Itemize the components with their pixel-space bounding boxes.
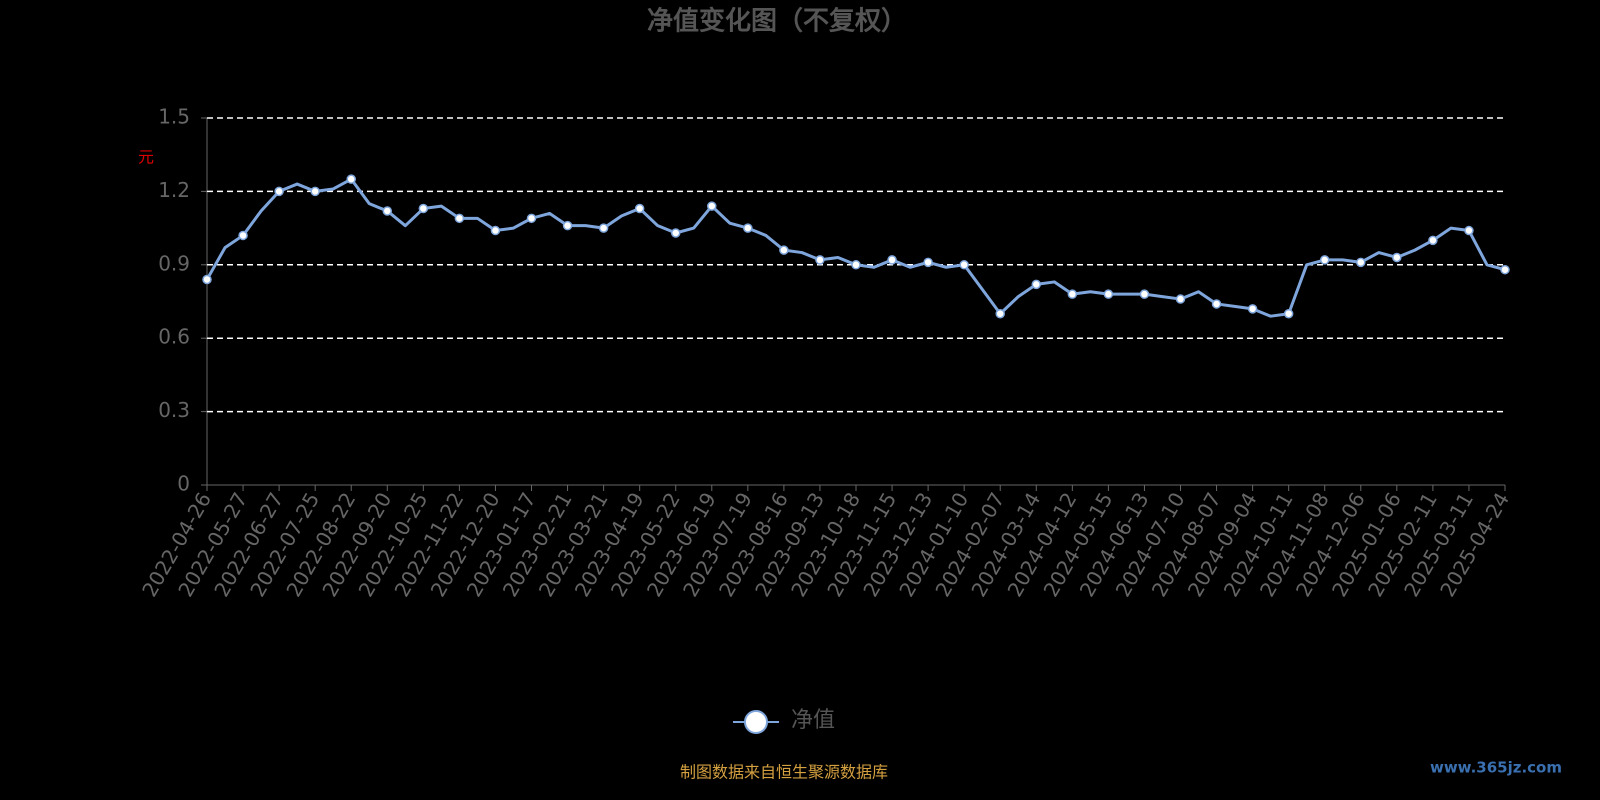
data-point <box>670 228 681 238</box>
data-point <box>1139 289 1150 299</box>
data-point <box>634 203 645 214</box>
data-point <box>490 225 501 236</box>
data-point <box>815 255 825 265</box>
y-tick-label: 0.3 <box>158 398 190 422</box>
data-point <box>418 203 429 214</box>
data-point <box>1392 252 1402 263</box>
data-point <box>743 223 753 233</box>
data-point <box>887 255 897 265</box>
legend-label: 净值 <box>791 708 835 733</box>
chart-title: 净值变化图（不复权） <box>647 6 907 37</box>
y-axis-label: 元 <box>138 148 154 167</box>
data-point <box>1356 257 1366 268</box>
data-point <box>1428 235 1438 246</box>
data-point <box>1283 308 1294 319</box>
data-point <box>779 245 789 255</box>
data-point <box>707 201 717 211</box>
data-point <box>1500 264 1510 275</box>
data-point <box>851 260 861 270</box>
data-point <box>1211 299 1222 309</box>
data-point <box>238 230 248 241</box>
data-point <box>454 213 465 224</box>
data-point <box>1067 289 1078 299</box>
data-point <box>995 308 1005 319</box>
data-point <box>1319 255 1330 265</box>
data-point <box>959 260 969 270</box>
y-tick-label: 0.6 <box>158 325 190 349</box>
data-point <box>1175 294 1186 304</box>
legend-marker <box>744 710 768 734</box>
y-tick-label: 0.9 <box>158 251 190 275</box>
data-point <box>202 274 212 285</box>
source-note: 制图数据来自恒生聚源数据库 <box>680 763 888 782</box>
chart: 净值变化图（不复权） 元 制图数据来自恒生聚源数据库 www.365jz.com… <box>0 0 1568 784</box>
y-tick-label: 0 <box>177 472 190 496</box>
y-tick-label: 1.5 <box>158 105 190 129</box>
data-point <box>382 206 393 216</box>
data-point <box>274 186 284 197</box>
data-point <box>1103 289 1114 299</box>
data-point <box>1247 304 1258 314</box>
background <box>0 0 1568 784</box>
data-point <box>562 220 573 231</box>
data-point <box>1464 225 1474 236</box>
y-tick-label: 1.2 <box>158 178 190 202</box>
data-point <box>1031 279 1042 290</box>
watermark: www.365jz.com <box>1430 759 1562 777</box>
data-point <box>923 257 933 268</box>
data-point <box>526 213 537 224</box>
data-point <box>310 186 320 197</box>
data-point <box>598 223 609 233</box>
data-point <box>346 174 356 184</box>
